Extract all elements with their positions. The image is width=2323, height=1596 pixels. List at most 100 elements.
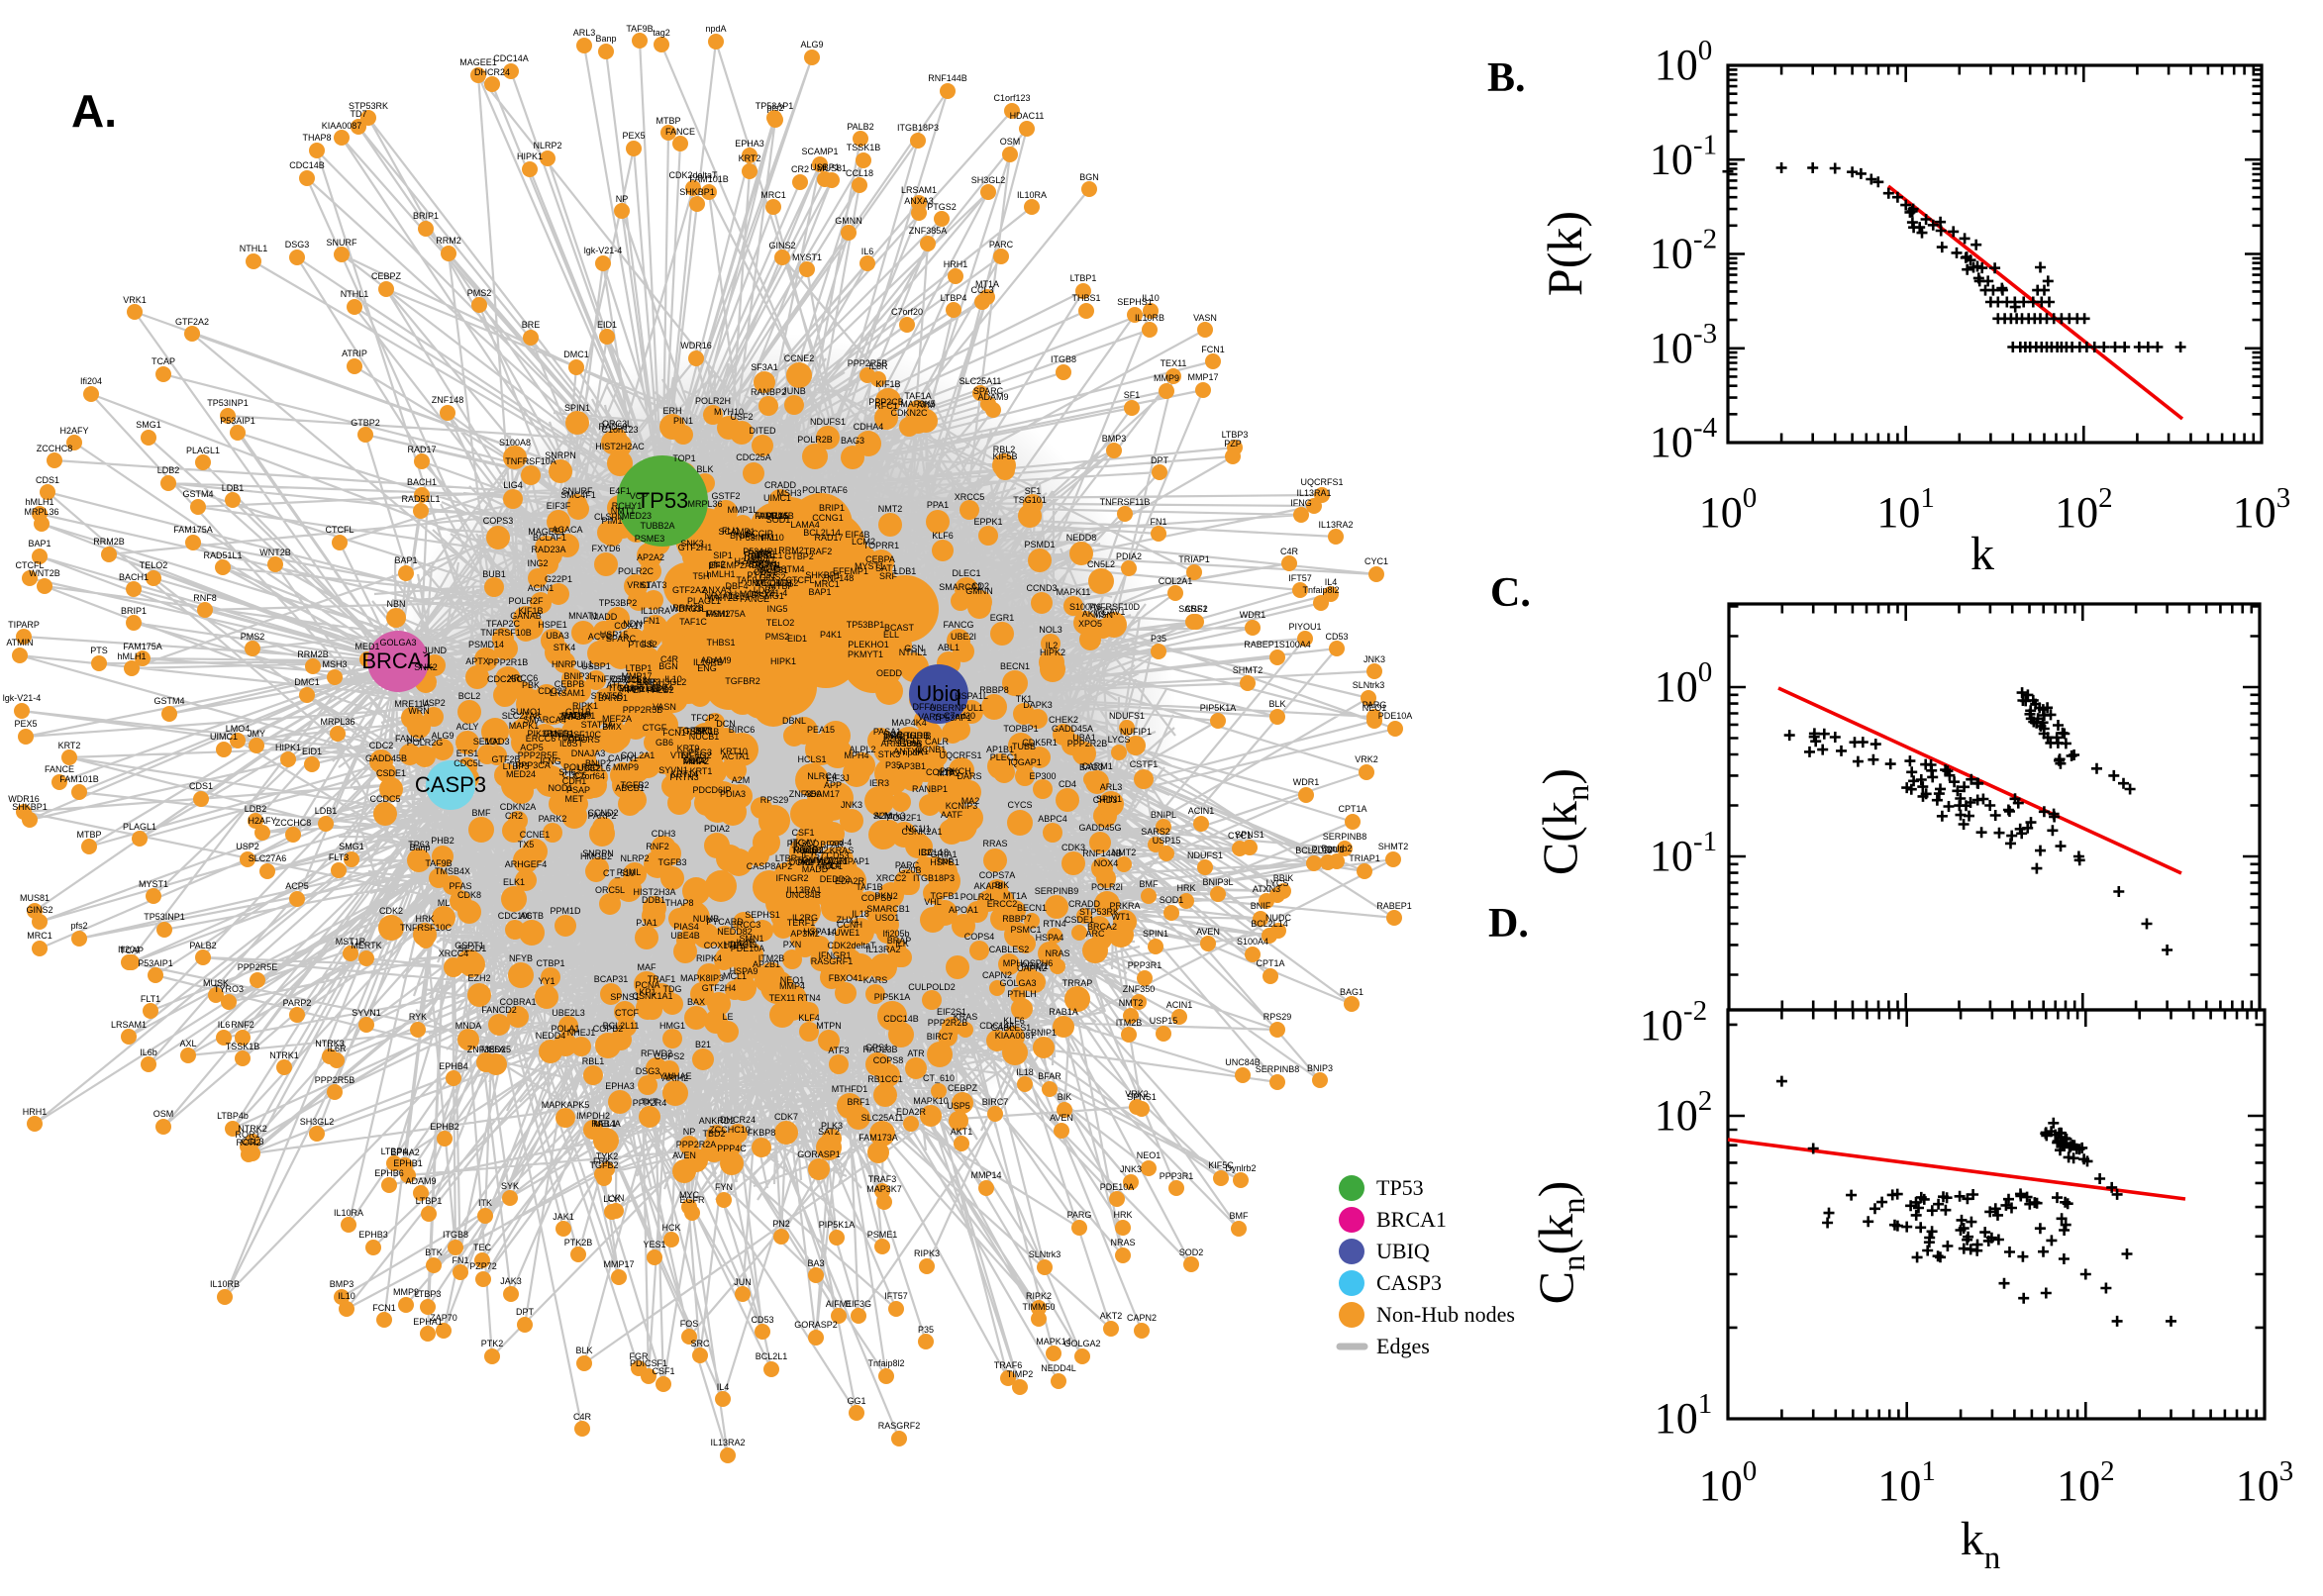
svg-text:IFT57: IFT57 [801,850,825,860]
svg-text:NUDC: NUDC [1265,913,1291,923]
svg-text:MED23: MED23 [622,511,652,521]
svg-text:IL10RA: IL10RA [334,1208,363,1218]
svg-text:JUN: JUN [734,1277,752,1287]
svg-text:TAF1A: TAF1A [904,391,931,401]
svg-text:FLI1: FLI1 [722,526,740,536]
svg-text:LAMA4: LAMA4 [790,520,820,530]
svg-text:PRKCH: PRKCH [940,766,971,776]
svg-text:RABEP1S100A4: RABEP1S100A4 [1244,640,1311,649]
svg-text:BAG3: BAG3 [841,436,864,446]
svg-text:USBP1: USBP1 [581,661,611,671]
svg-text:C(kn): C(kn) [1532,768,1596,875]
svg-text:SPIN1: SPIN1 [1143,929,1168,939]
svg-text:MSH3: MSH3 [322,659,347,669]
svg-text:PLAGL1: PLAGL1 [186,446,220,455]
svg-text:WT1: WT1 [1112,912,1131,922]
svg-text:IL6: IL6 [861,247,874,256]
svg-text:LYCS: LYCS [1266,878,1289,888]
svg-text:BNIP2: BNIP2 [585,758,611,768]
svg-text:NOX4: NOX4 [1094,858,1119,868]
svg-text:NTRK2: NTRK2 [238,1124,267,1134]
svg-text:EPHA1: EPHA1 [413,1317,443,1327]
svg-text:ACTB: ACTB [520,911,544,921]
svg-text:NMT1: NMT1 [611,506,636,516]
svg-text:SNURF: SNURF [562,486,594,496]
svg-text:CABLES2: CABLES2 [989,945,1030,954]
svg-text:POLA1: POLA1 [551,1024,579,1034]
svg-text:SH3GL2: SH3GL2 [653,677,687,687]
svg-text:CSDE1: CSDE1 [376,768,406,778]
svg-text:CR2: CR2 [505,811,523,821]
svg-text:C4R: C4R [573,1412,592,1422]
svg-text:MSH2: MSH2 [705,609,730,619]
svg-text:LE: LE [722,1012,733,1022]
svg-text:BIRC6: BIRC6 [729,725,756,735]
svg-text:KRT9: KRT9 [677,744,700,753]
svg-text:AXL: AXL [179,1039,196,1048]
svg-text:PPP3CA: PPP3CA [515,760,551,770]
svg-text:BMF: BMF [1230,1211,1250,1221]
svg-text:NTHL1: NTHL1 [899,648,928,657]
svg-text:BIRC7: BIRC7 [927,1032,954,1042]
svg-text:USP5: USP5 [947,1101,970,1111]
svg-text:DMC1: DMC1 [563,349,589,359]
svg-text:POLRTAF6: POLRTAF6 [802,485,848,495]
svg-text:SF1: SF1 [1025,486,1042,496]
svg-text:EIF4G2: EIF4G2 [680,750,711,760]
svg-text:CEBPA: CEBPA [865,554,895,564]
svg-text:TD7: TD7 [350,109,366,119]
svg-text:WDR33L: WDR33L [670,604,707,614]
svg-text:UBIQ: UBIQ [1376,1239,1430,1263]
svg-text:CEBPB: CEBPB [555,679,585,689]
svg-text:BCL2L14: BCL2L14 [803,528,841,538]
svg-text:AP2B1: AP2B1 [753,959,780,969]
svg-text:WDR1: WDR1 [1240,610,1266,620]
svg-text:CABLES1: CABLES1 [991,1023,1032,1033]
svg-text:CDKN2C: CDKN2C [890,408,928,418]
svg-text:UBE4B: UBE4B [670,931,700,941]
svg-text:PIN1: PIN1 [673,416,693,426]
svg-text:HIPK1: HIPK1 [275,743,301,752]
svg-text:RAD23A: RAD23A [531,545,565,554]
svg-text:MAP3K5: MAP3K5 [900,399,936,409]
svg-text:HDAC11: HDAC11 [724,940,758,949]
svg-text:RAD17: RAD17 [407,445,436,454]
svg-text:CPT1A: CPT1A [1338,804,1366,814]
svg-text:UBA3: UBA3 [546,631,569,641]
svg-text:VCP: VCP [630,491,649,501]
svg-text:PDIA2: PDIA2 [1116,551,1142,561]
svg-text:CCDC5: CCDC5 [369,794,400,804]
svg-text:CEBPZ: CEBPZ [948,1083,978,1093]
svg-text:T5H: T5H [692,571,709,581]
svg-text:BAP1: BAP1 [28,539,50,549]
svg-text:SNK2: SNK2 [414,662,438,672]
svg-text:ced-4: ced-4 [830,838,853,848]
svg-text:TSSK1B: TSSK1B [847,143,881,152]
svg-text:EPHB3: EPHB3 [358,1230,388,1240]
svg-text:PIK3R1: PIK3R1 [527,729,557,739]
svg-text:LDB2: LDB2 [245,804,267,814]
svg-text:DBNL: DBNL [782,716,806,726]
svg-text:MADD: MADD [802,864,829,874]
svg-text:IL6: IL6 [218,1020,231,1030]
svg-text:XRCC6: XRCC6 [508,673,539,683]
svg-text:A2M: A2M [874,811,893,821]
svg-text:CDC14A: CDC14A [979,1021,1015,1031]
svg-text:MAP4K4: MAP4K4 [891,718,927,728]
svg-text:RAD50: RAD50 [598,422,627,432]
svg-text:BRCA1: BRCA1 [1376,1207,1447,1232]
svg-text:SYVN1: SYVN1 [658,765,688,775]
svg-text:SNK3: SNK3 [680,539,704,549]
svg-text:BRE: BRE [758,549,776,559]
svg-text:UBE2L6: UBE2L6 [577,763,611,773]
svg-text:IL4: IL4 [828,860,841,870]
svg-text:ALG9: ALG9 [431,731,454,741]
svg-text:USF2: USF2 [730,412,753,422]
svg-text:ROR1: ROR1 [235,1130,259,1140]
svg-text:RNF144B: RNF144B [1082,848,1122,858]
svg-text:Cn(kn): Cn(kn) [1528,1181,1592,1305]
svg-text:PSME3: PSME3 [635,534,665,544]
svg-text:NEO1: NEO1 [780,975,805,985]
svg-text:IL6b: IL6b [140,1047,157,1057]
svg-text:CDS1: CDS1 [189,781,213,791]
